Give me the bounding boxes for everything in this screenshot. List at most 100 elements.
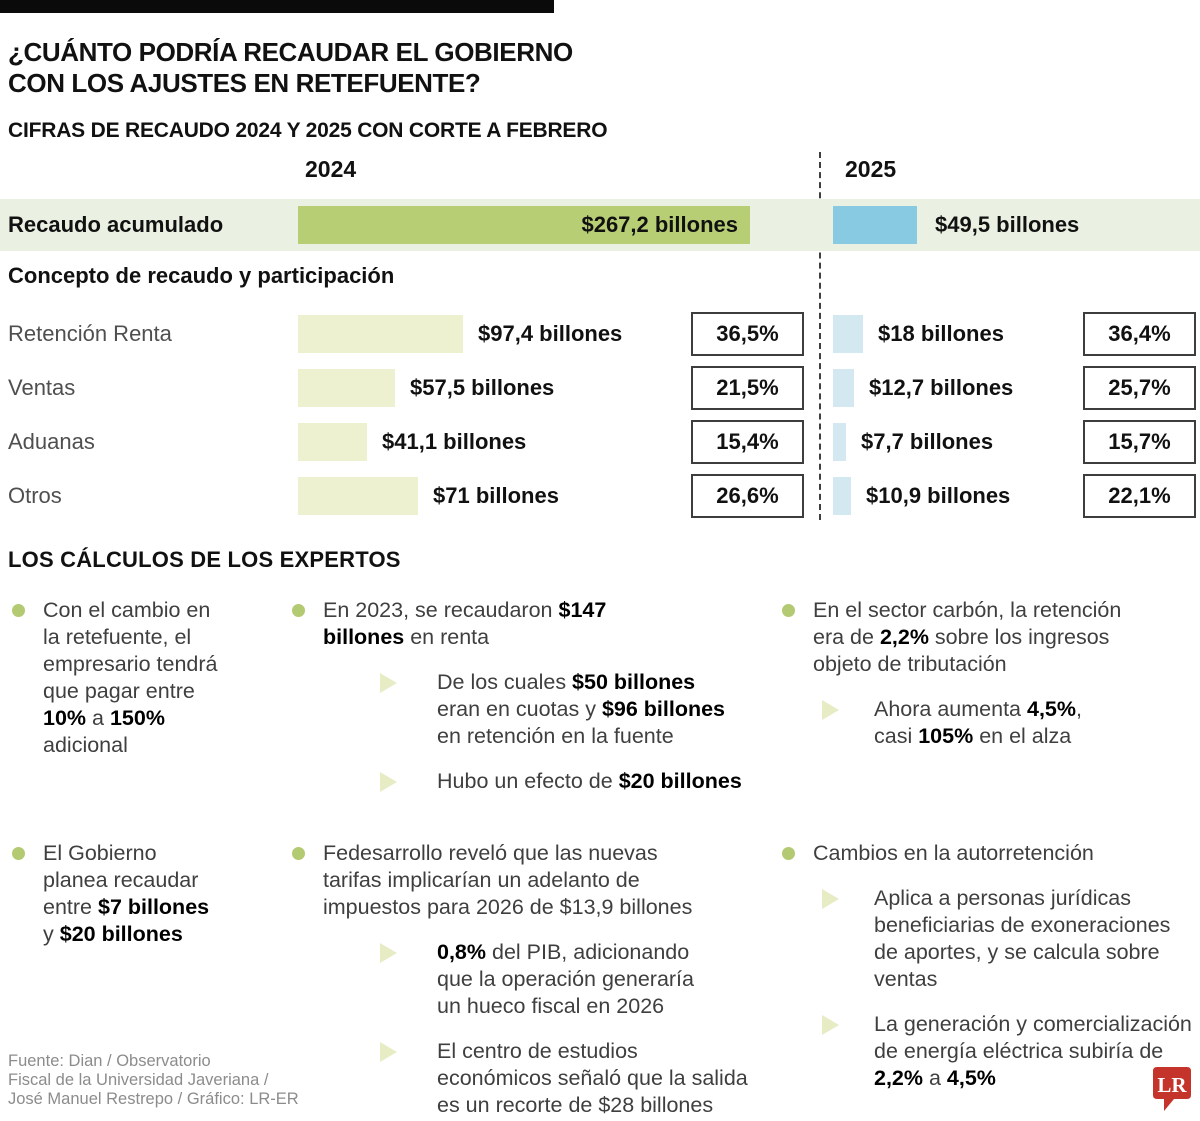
year-header-2024: 2024	[305, 156, 357, 182]
expert-note: Con el cambio en la retefuente, el empre…	[12, 597, 272, 759]
sub-bullet-text: 0,8% del PIB, adicionando que la operaci…	[437, 940, 694, 1018]
sub-bullet-text: De los cuales $50 billones eran en cuota…	[437, 670, 726, 748]
bullet-dot-icon	[12, 604, 25, 617]
sub-bullet-item: 0,8% del PIB, adicionando que la operaci…	[380, 939, 752, 1020]
accumulated-value-2025: $49,5 billones	[935, 212, 1080, 237]
bullet-text: En 2023, se recaudaron $147 billones en …	[323, 598, 607, 649]
sub-bullet-item: Ahora aumenta 4,5%, casi 105% en el alza	[822, 696, 1200, 750]
expert-note: En el sector carbón, la retención era de…	[782, 597, 1200, 750]
bullet-item: El Gobierno planea recaudar entre $7 bil…	[12, 840, 272, 948]
concept-row-retencion-renta: Retención Renta $97,4 billones 36,5% $18…	[0, 312, 1200, 358]
bar-2025	[833, 423, 846, 461]
sub-bullet-item: Hubo un efecto de $20 billones	[380, 768, 752, 795]
sub-bullet-item: De los cuales $50 billones eran en cuota…	[380, 669, 752, 750]
bar-group-2024: $57,5 billones	[298, 369, 554, 407]
bullet-text: En el sector carbón, la retención era de…	[813, 598, 1122, 676]
bullet-dot-icon	[782, 604, 795, 617]
concepts-heading: Concepto de recaudo y participación	[8, 263, 395, 288]
share-box-2024: 21,5%	[691, 366, 804, 410]
expert-note: El Gobierno planea recaudar entre $7 bil…	[12, 840, 272, 948]
bar-group-2024: $97,4 billones	[298, 315, 622, 353]
sub-bullet-text: El centro de estudios económicos señaló …	[437, 1039, 748, 1117]
bullet-dot-icon	[782, 847, 795, 860]
bar-2025	[833, 477, 851, 515]
experts-heading: LOS CÁLCULOS DE LOS EXPERTOS	[8, 547, 401, 572]
sub-bullet-text: Ahora aumenta 4,5%, casi 105% en el alza	[874, 697, 1082, 748]
bar-group-2025: $7,7 billones	[833, 423, 993, 461]
bullet-item: En 2023, se recaudaron $147 billones en …	[292, 597, 752, 651]
accumulated-bar-2024: $267,2 billones	[298, 206, 750, 244]
value-2025: $7,7 billones	[861, 429, 994, 454]
bar-group-2025: $18 billones	[833, 315, 1004, 353]
expert-note: Cambios en la autorretención Aplica a pe…	[782, 840, 1200, 1092]
concept-label: Aduanas	[8, 429, 95, 454]
accumulated-bar-2025	[833, 206, 917, 244]
bar-group-2025: $12,7 billones	[833, 369, 1013, 407]
bar-2024	[298, 423, 367, 461]
bar-2024	[298, 477, 418, 515]
lr-logo-text: LR	[1157, 1073, 1187, 1097]
page-title: ¿CUÁNTO PODRÍA RECAUDAR EL GOBIERNO CON …	[8, 37, 573, 99]
share-box-2024: 15,4%	[691, 420, 804, 464]
arrow-icon	[822, 889, 856, 909]
sub-bullet-item: Aplica a personas jurídicas beneficiaria…	[822, 885, 1200, 993]
sub-bullet-item: El centro de estudios económicos señaló …	[380, 1038, 752, 1119]
value-2024: $57,5 billones	[410, 375, 555, 400]
value-2024: $71 billones	[433, 483, 559, 508]
concept-label: Ventas	[8, 375, 76, 400]
concept-label: Retención Renta	[8, 321, 172, 346]
source-credit-text: Fuente: Dian / Observatorio Fiscal de la…	[8, 1052, 299, 1108]
bullet-text: Fedesarrollo reveló que las nuevas tarif…	[323, 841, 693, 919]
value-2025: $18 billones	[878, 321, 1004, 346]
lr-logo: LR	[1153, 1067, 1191, 1111]
share-box-2024: 26,6%	[691, 474, 804, 518]
bar-group-2024: $71 billones	[298, 477, 559, 515]
sub-bullet-item: La generación y comercialización de ener…	[822, 1011, 1200, 1092]
arrow-icon	[380, 943, 414, 963]
expert-note: Fedesarrollo reveló que las nuevas tarif…	[292, 840, 752, 1119]
value-2024: $97,4 billones	[478, 321, 623, 346]
year-header-2025: 2025	[845, 156, 897, 182]
arrow-icon	[822, 1015, 856, 1035]
bar-2024	[298, 315, 463, 353]
bullet-dot-icon	[292, 604, 305, 617]
accumulated-row: Recaudo acumulado $267,2 billones $49,5 …	[0, 199, 1200, 251]
bar-2025	[833, 369, 854, 407]
concept-label: Otros	[8, 483, 62, 508]
arrow-icon	[380, 1042, 414, 1062]
bullet-dot-icon	[292, 847, 305, 860]
value-2025: $12,7 billones	[869, 375, 1014, 400]
bullet-text: Cambios en la autorretención	[813, 841, 1094, 865]
bullet-item: Cambios en la autorretención	[782, 840, 1200, 867]
concept-row-ventas: Ventas $57,5 billones 21,5% $12,7 billon…	[0, 366, 1200, 412]
sub-bullet-text: Hubo un efecto de $20 billones	[437, 769, 742, 793]
bullet-item: En el sector carbón, la retención era de…	[782, 597, 1200, 678]
expert-note: En 2023, se recaudaron $147 billones en …	[292, 597, 752, 795]
concept-row-aduanas: Aduanas $41,1 billones 15,4% $7,7 billon…	[0, 420, 1200, 466]
accumulated-label: Recaudo acumulado	[8, 212, 224, 237]
share-box-2025: 22,1%	[1083, 474, 1196, 518]
bar-2025	[833, 315, 863, 353]
share-box-2024: 36,5%	[691, 312, 804, 356]
arrow-icon	[380, 673, 414, 693]
accumulated-group-2025: $49,5 billones	[833, 206, 1079, 244]
bar-group-2024: $41,1 billones	[298, 423, 526, 461]
arrow-icon	[822, 700, 856, 720]
bar-group-2025: $10,9 billones	[833, 477, 1010, 515]
sub-bullet-text: Aplica a personas jurídicas beneficiaria…	[874, 886, 1171, 991]
sub-bullet-text: La generación y comercialización de ener…	[874, 1012, 1192, 1090]
bar-2024	[298, 369, 395, 407]
bullet-text: Con el cambio en la retefuente, el empre…	[43, 598, 218, 757]
accumulated-value-2024: $267,2 billones	[581, 212, 738, 237]
bullet-text: El Gobierno planea recaudar entre $7 bil…	[43, 841, 210, 946]
share-box-2025: 25,7%	[1083, 366, 1196, 410]
concept-row-otros: Otros $71 billones 26,6% $10,9 billones …	[0, 474, 1200, 520]
value-2024: $41,1 billones	[382, 429, 527, 454]
bullet-item: Fedesarrollo reveló que las nuevas tarif…	[292, 840, 752, 921]
arrow-icon	[380, 772, 414, 792]
bullet-item: Con el cambio en la retefuente, el empre…	[12, 597, 272, 759]
bullet-dot-icon	[12, 847, 25, 860]
share-box-2025: 36,4%	[1083, 312, 1196, 356]
chart-section-title: CIFRAS DE RECAUDO 2024 Y 2025 CON CORTE …	[8, 119, 608, 142]
